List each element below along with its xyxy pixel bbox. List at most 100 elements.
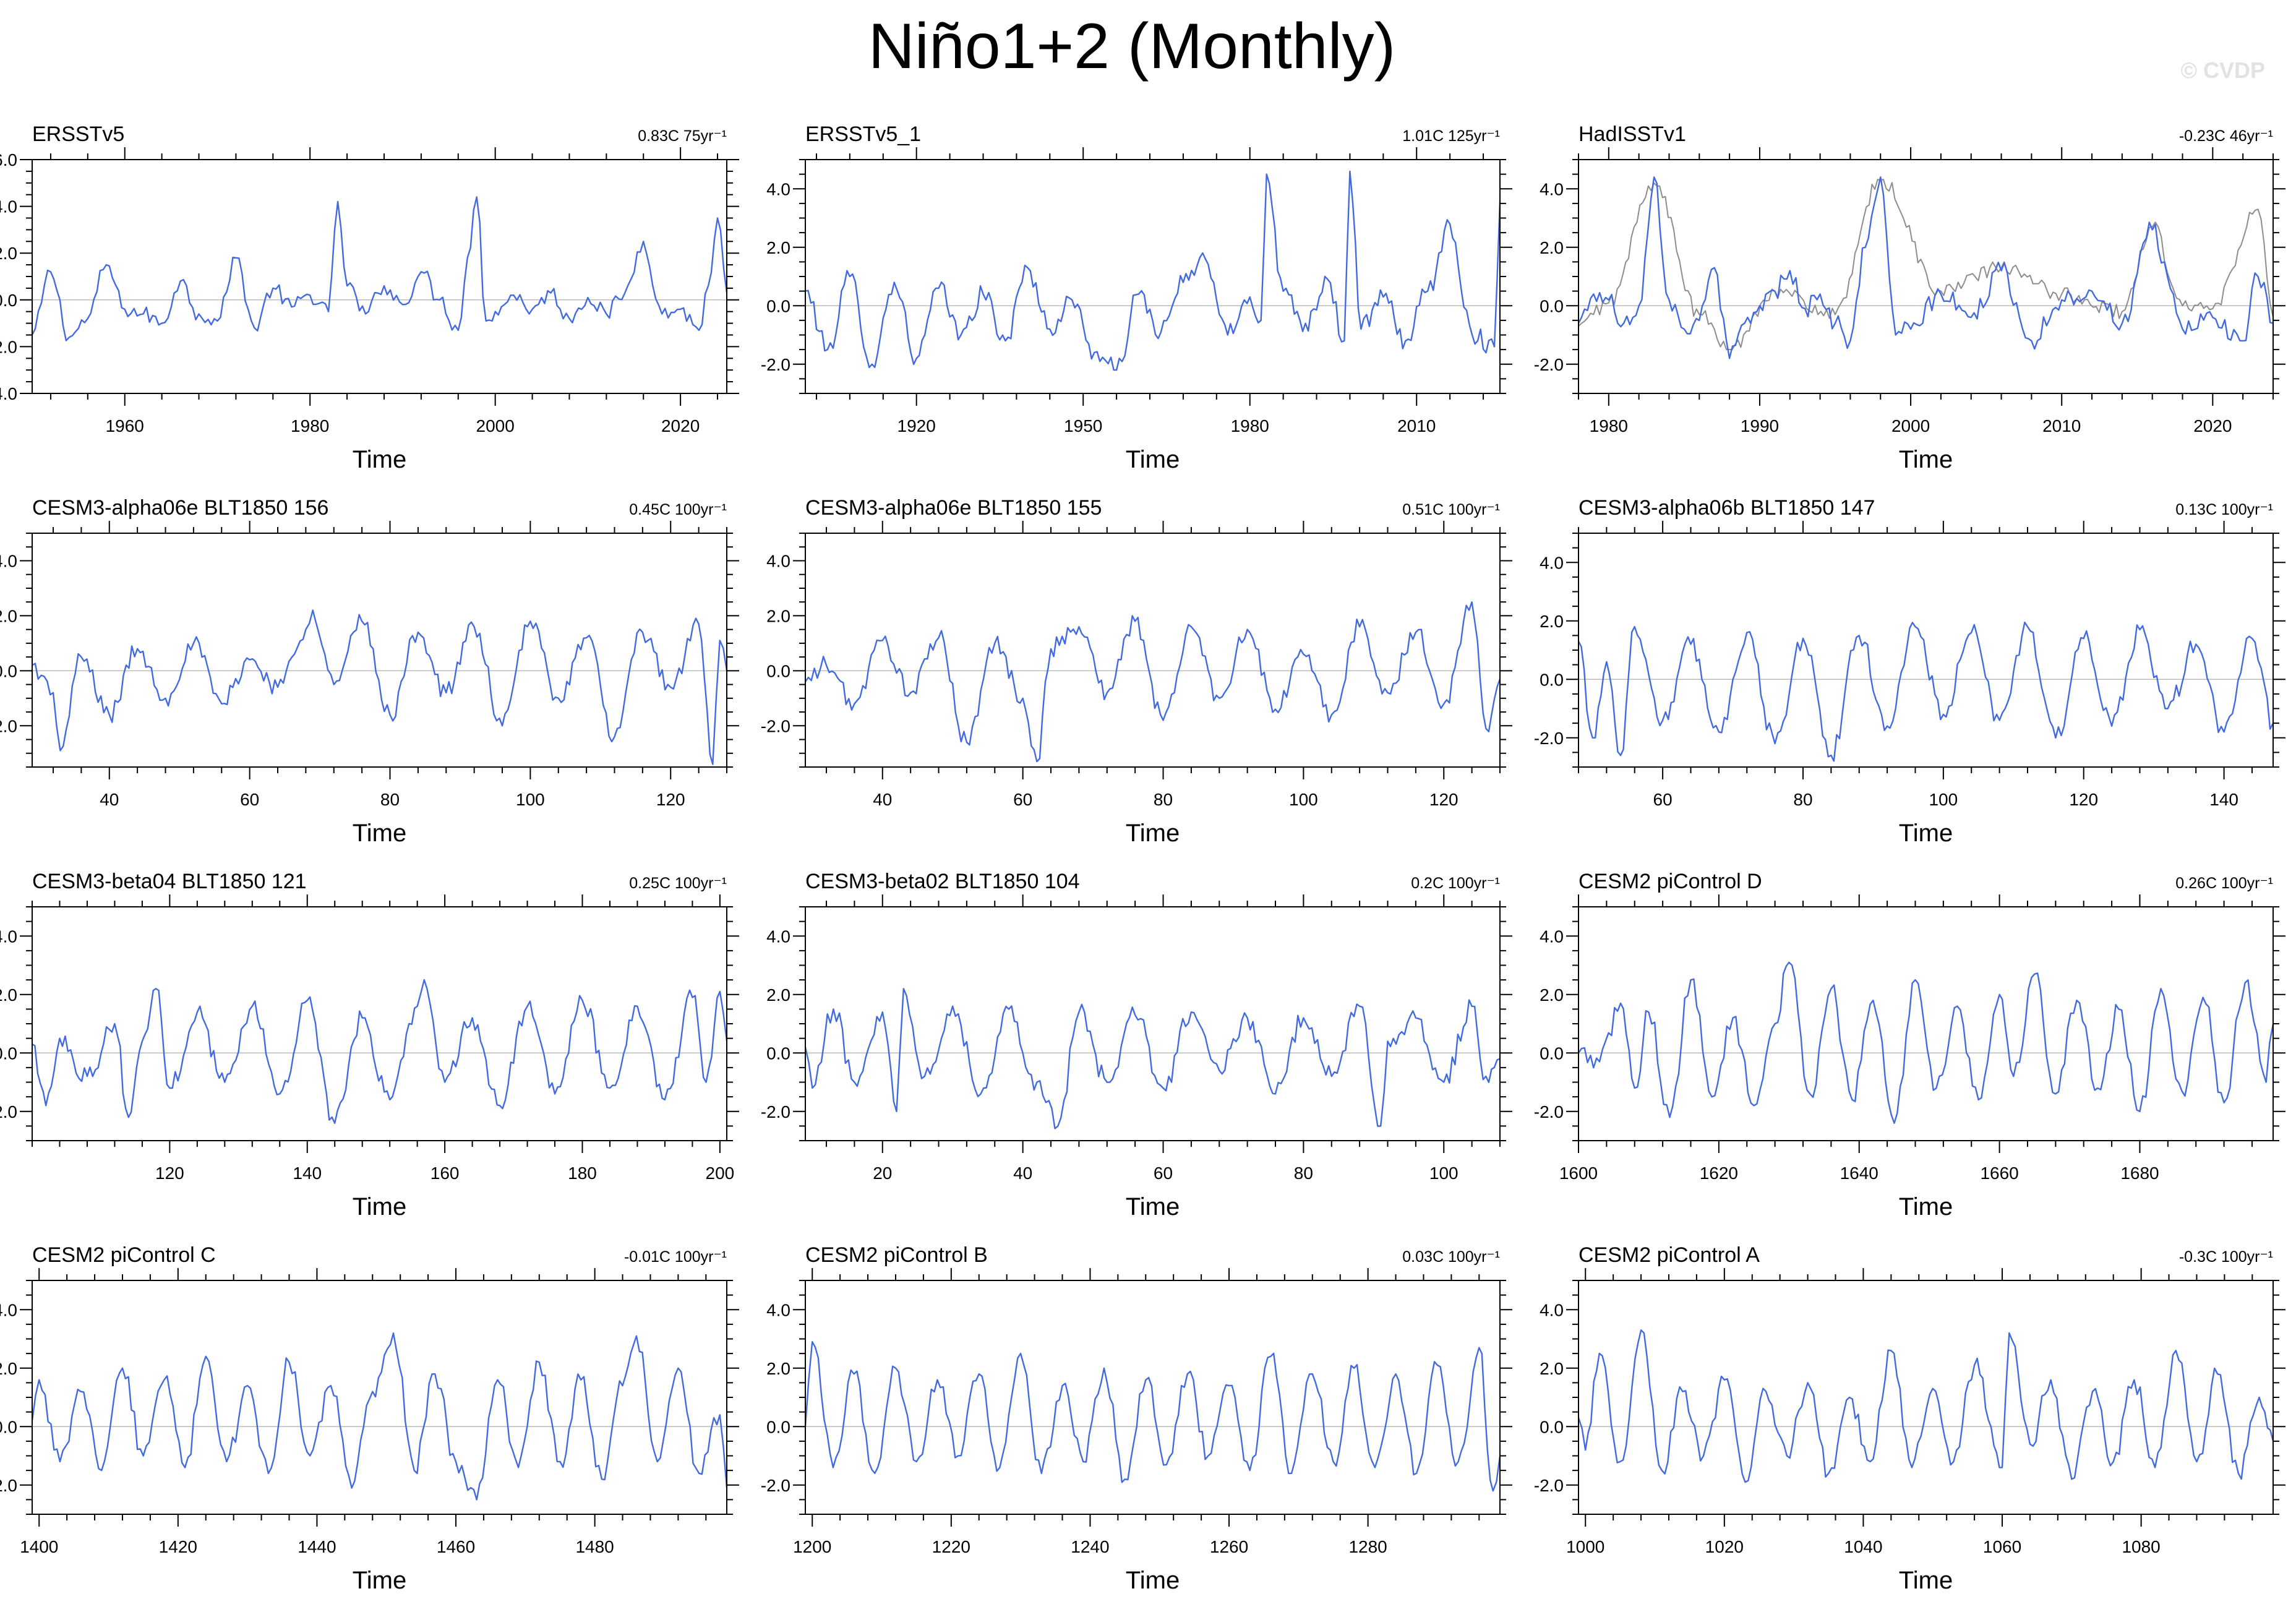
- x-tick-label: 1000: [1566, 1537, 1604, 1556]
- panel-title: ERSSTv5_1: [805, 122, 921, 146]
- plot-frame: [1578, 1280, 2274, 1515]
- panel-trend: 0.26C 100yr⁻¹: [2175, 875, 2273, 892]
- x-tick-label: 140: [2209, 790, 2238, 809]
- chart-panel: ERSSTv5 0.83C 75yr⁻¹ 1960 1980 2000 2020 -4.0 -…: [0, 122, 739, 473]
- y-tick-label: 0.0: [766, 296, 790, 315]
- series-line: [804, 988, 1501, 1130]
- x-tick-label: 20: [873, 1164, 892, 1183]
- chart-panel: HadISSTv1 -0.23C 46yr⁻¹ 1980 1990 2000 2010 20…: [1534, 122, 2285, 473]
- y-tick-label: 2.0: [0, 606, 17, 625]
- y-tick-label: 4.0: [766, 179, 790, 199]
- y-tick-label: 2.0: [766, 606, 790, 625]
- chart-panel: CESM3-alpha06b BLT1850 147 0.13C 100yr⁻¹ 6…: [1534, 496, 2285, 847]
- y-tick-label: 2.0: [1540, 612, 1564, 631]
- x-tick-label: 1620: [1700, 1164, 1738, 1183]
- y-tick-label: 4.0: [766, 1300, 790, 1319]
- x-tick-label: 100: [1289, 790, 1318, 809]
- x-axis-label: Time: [353, 1193, 406, 1220]
- panel-trend: 0.25C 100yr⁻¹: [629, 875, 727, 892]
- chart-panel: CESM3-beta04 BLT1850 121 0.25C 100yr⁻¹ 120…: [0, 870, 739, 1220]
- y-tick-label: 0.0: [766, 661, 790, 680]
- y-tick-label: -2.0: [761, 716, 790, 735]
- x-tick-label: 2020: [2193, 416, 2232, 435]
- panel-trend: 1.01C 125yr⁻¹: [1402, 127, 1500, 145]
- y-tick-label: -2.0: [0, 1476, 17, 1495]
- x-tick-label: 120: [155, 1164, 184, 1183]
- y-tick-label: 2.0: [766, 1359, 790, 1378]
- chart-panel: ERSSTv5_1 1.01C 125yr⁻¹ 1920 1950 1980 2010 -2…: [761, 122, 1512, 473]
- y-tick-label: 0.0: [0, 291, 17, 310]
- x-tick-label: 1400: [20, 1537, 58, 1556]
- y-tick-label: -2.0: [0, 1102, 17, 1121]
- y-tick-label: 0.0: [1540, 1417, 1564, 1436]
- panel-trend: -0.3C 100yr⁻¹: [2179, 1248, 2273, 1266]
- y-tick-label: -2.0: [1534, 729, 1564, 748]
- y-tick-label: 2.0: [766, 985, 790, 1005]
- watermark: © CVDP: [2180, 58, 2265, 83]
- plot-frame: [32, 533, 727, 768]
- chart-panel: CESM2 piControl D 0.26C 100yr⁻¹ 1600 1620 16…: [1534, 870, 2285, 1220]
- y-tick-label: 4.0: [1540, 553, 1564, 572]
- x-tick-label: 1260: [1210, 1537, 1248, 1556]
- y-tick-label: 2.0: [1540, 1359, 1564, 1378]
- x-axis-label: Time: [1899, 1193, 1953, 1220]
- y-tick-label: -2.0: [0, 337, 17, 356]
- x-tick-label: 1460: [437, 1537, 475, 1556]
- x-tick-label: 1020: [1705, 1537, 1744, 1556]
- panel-title: CESM2 piControl B: [805, 1243, 988, 1267]
- panel-title: CESM2 piControl C: [32, 1243, 216, 1267]
- y-tick-label: 2.0: [0, 985, 17, 1005]
- panel-trend: 0.45C 100yr⁻¹: [629, 501, 727, 518]
- x-tick-label: 1980: [1231, 416, 1269, 435]
- x-tick-label: 100: [1429, 1164, 1459, 1183]
- x-axis-label: Time: [1126, 820, 1180, 847]
- panel-title: CESM3-beta04 BLT1850 121: [32, 870, 307, 893]
- x-tick-label: 180: [568, 1164, 597, 1183]
- y-tick-label: 4.0: [0, 197, 17, 217]
- x-tick-label: 1980: [1590, 416, 1628, 435]
- x-tick-label: 1600: [1559, 1164, 1598, 1183]
- series-line: [1578, 961, 2274, 1124]
- panel-trend: 0.2C 100yr⁻¹: [1411, 875, 1500, 892]
- x-tick-label: 80: [380, 790, 400, 809]
- x-tick-label: 160: [430, 1164, 460, 1183]
- panel-title: CESM2 piControl A: [1578, 1243, 1760, 1267]
- panels-group: ERSSTv5 0.83C 75yr⁻¹ 1960 1980 2000 2020 -4.0 -…: [0, 122, 2285, 1594]
- y-tick-label: 4.0: [1540, 1300, 1564, 1319]
- panel-title: CESM3-alpha06e BLT1850 155: [805, 496, 1102, 520]
- y-tick-label: -2.0: [1534, 355, 1564, 374]
- y-tick-label: -2.0: [761, 355, 790, 374]
- y-tick-label: 4.0: [0, 1300, 17, 1319]
- chart-panel: CESM3-alpha06e BLT1850 155 0.51C 100yr⁻¹ 4…: [761, 496, 1512, 847]
- panel-trend: 0.13C 100yr⁻¹: [2175, 501, 2273, 518]
- x-tick-label: 120: [1429, 790, 1459, 809]
- x-tick-label: 1640: [1840, 1164, 1878, 1183]
- series-line: [31, 196, 728, 341]
- y-tick-label: 2.0: [0, 1359, 17, 1378]
- plot-frame: [805, 159, 1501, 394]
- x-tick-label: 80: [1154, 790, 1173, 809]
- y-tick-label: 4.0: [0, 927, 17, 946]
- x-tick-label: 200: [706, 1164, 735, 1183]
- x-axis-label: Time: [1126, 1567, 1180, 1594]
- series-line: [1577, 1329, 2274, 1483]
- x-axis-label: Time: [1899, 446, 1953, 473]
- x-tick-label: 1920: [897, 416, 936, 435]
- panel-title: HadISSTv1: [1578, 122, 1686, 146]
- y-tick-label: -2.0: [0, 716, 17, 735]
- series-line: [805, 601, 1501, 763]
- x-tick-label: 100: [1929, 790, 1958, 809]
- y-tick-label: 6.0: [0, 150, 17, 169]
- x-tick-label: 120: [656, 790, 685, 809]
- x-tick-label: 1060: [1983, 1537, 2021, 1556]
- y-tick-label: 2.0: [1540, 985, 1564, 1005]
- x-tick-label: 1220: [932, 1537, 970, 1556]
- y-tick-label: 2.0: [0, 244, 17, 263]
- x-axis-label: Time: [1899, 1567, 1953, 1594]
- x-tick-label: 1280: [1348, 1537, 1387, 1556]
- panel-trend: -0.01C 100yr⁻¹: [624, 1248, 727, 1266]
- panel-title: CESM3-alpha06b BLT1850 147: [1578, 496, 1875, 520]
- y-tick-label: 4.0: [766, 927, 790, 946]
- series-line: [804, 1340, 1501, 1492]
- x-tick-label: 2020: [661, 416, 700, 435]
